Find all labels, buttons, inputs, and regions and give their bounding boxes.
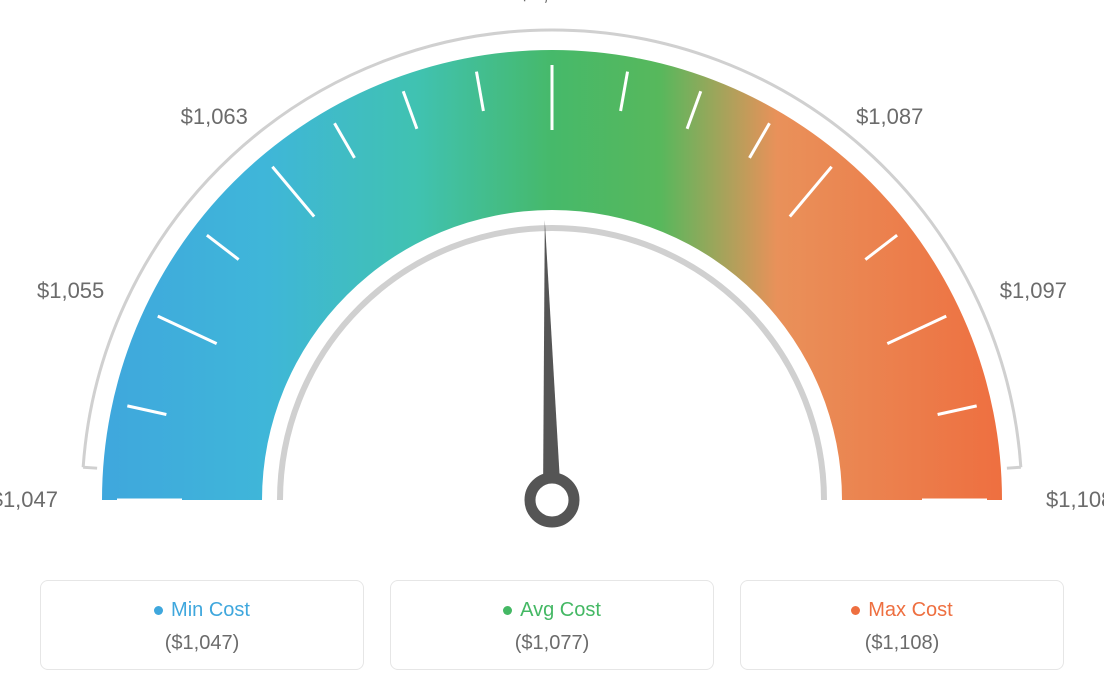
dot-icon [503, 606, 512, 615]
legend-avg-value: ($1,077) [401, 632, 703, 655]
legend-avg-label: Avg Cost [520, 599, 601, 622]
legend-max-value: ($1,108) [751, 632, 1053, 655]
cost-gauge-chart: $1,047 $1,055 $1,063 $1,077 $1,087 $1,097 $1,1… [0, 0, 1104, 690]
legend-row: Min Cost ($1,047) Avg Cost ($1,077) Max … [0, 580, 1104, 670]
legend-min-value: ($1,047) [51, 632, 353, 655]
gauge-tick-label: $1,097 [1000, 278, 1067, 304]
gauge-svg [0, 0, 1104, 560]
legend-min-label: Min Cost [171, 599, 250, 622]
gauge-area: $1,047 $1,055 $1,063 $1,077 $1,087 $1,097 $1,1… [0, 0, 1104, 560]
legend-max-label: Max Cost [868, 599, 952, 622]
gauge-tick-label: $1,077 [518, 0, 585, 6]
legend-avg-box: Avg Cost ($1,077) [390, 580, 714, 670]
gauge-tick-label: $1,108 [1046, 487, 1104, 513]
legend-max-box: Max Cost ($1,108) [740, 580, 1064, 670]
legend-avg-title: Avg Cost [503, 599, 601, 622]
gauge-tick-label: $1,087 [856, 103, 923, 129]
gauge-tick-label: $1,047 [0, 487, 58, 513]
dot-icon [851, 606, 860, 615]
legend-min-box: Min Cost ($1,047) [40, 580, 364, 670]
legend-max-title: Max Cost [851, 599, 952, 622]
dot-icon [154, 606, 163, 615]
gauge-tick-label: $1,063 [181, 103, 248, 129]
legend-min-title: Min Cost [154, 599, 250, 622]
gauge-tick-label: $1,055 [37, 278, 104, 304]
